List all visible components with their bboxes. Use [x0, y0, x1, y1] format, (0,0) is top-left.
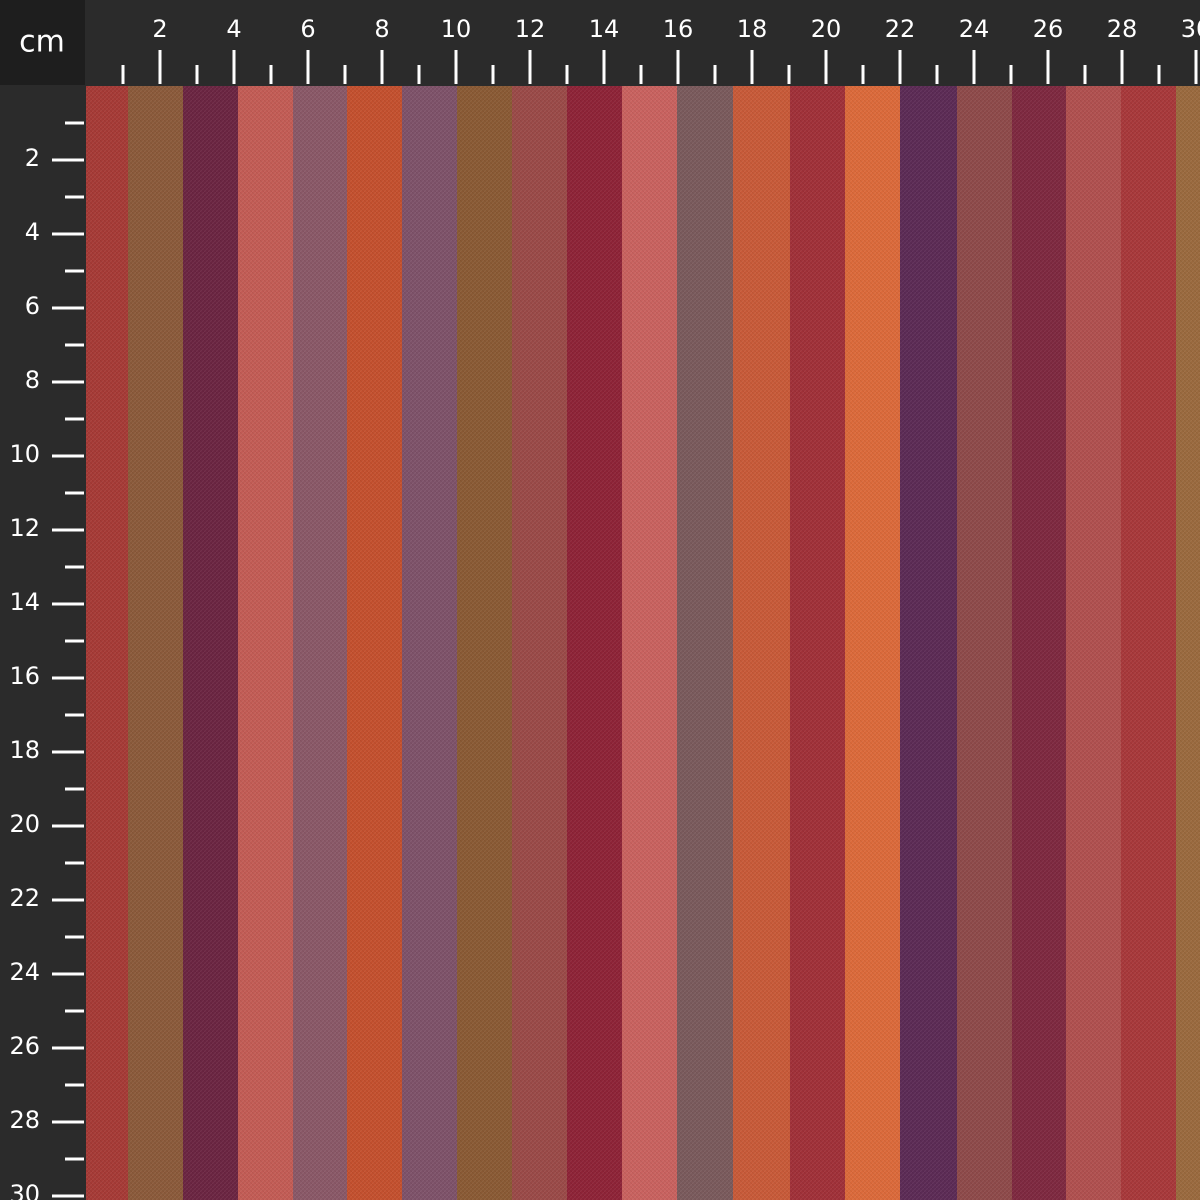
weave-texture: [86, 86, 1200, 1200]
unit-label: cm: [19, 25, 65, 60]
top-ruler-label: 14: [589, 15, 620, 43]
left-ruler-label: 24: [9, 958, 40, 986]
top-ruler-label: 4: [226, 15, 241, 43]
top-ruler-label: 6: [300, 15, 315, 43]
left-ruler-label: 14: [9, 588, 40, 616]
left-ruler: [0, 0, 85, 1200]
top-ruler-label: 8: [374, 15, 389, 43]
top-ruler-label: 28: [1107, 15, 1138, 43]
top-ruler-label: 30: [1181, 15, 1200, 43]
left-ruler-label: 12: [9, 514, 40, 542]
left-ruler-label: 30: [9, 1180, 40, 1200]
top-ruler-label: 2: [152, 15, 167, 43]
left-ruler-label: 10: [9, 440, 40, 468]
left-ruler-label: 16: [9, 662, 40, 690]
top-ruler-label: 16: [663, 15, 694, 43]
top-ruler-label: 22: [885, 15, 916, 43]
top-ruler-label: 12: [515, 15, 546, 43]
top-ruler: [0, 0, 1200, 85]
top-ruler-label: 10: [441, 15, 472, 43]
top-ruler-label: 18: [737, 15, 768, 43]
top-ruler-label: 20: [811, 15, 842, 43]
left-ruler-label: 22: [9, 884, 40, 912]
left-ruler-label: 20: [9, 810, 40, 838]
left-ruler-label: 18: [9, 736, 40, 764]
left-ruler-label: 8: [25, 366, 40, 394]
left-ruler-label: 6: [25, 292, 40, 320]
left-ruler-label: 2: [25, 144, 40, 172]
ruler-corner: [0, 0, 85, 85]
left-ruler-label: 4: [25, 218, 40, 246]
ruler-ticks: 2468101214161820222426283024681012141618…: [9, 15, 1200, 1200]
left-ruler-label: 26: [9, 1032, 40, 1060]
top-ruler-label: 24: [959, 15, 990, 43]
left-ruler-label: 28: [9, 1106, 40, 1134]
top-ruler-label: 26: [1033, 15, 1064, 43]
